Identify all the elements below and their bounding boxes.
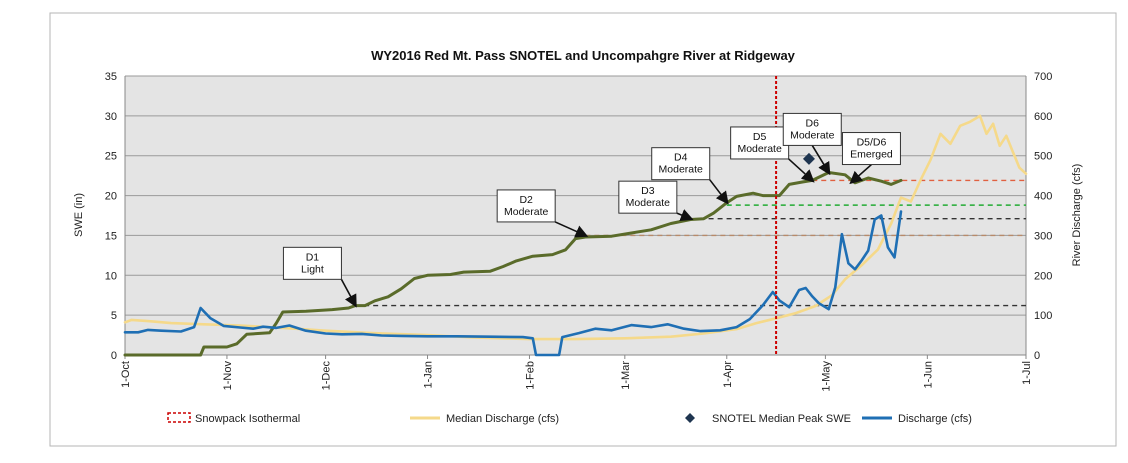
- median-peak-swe-marker: [802, 152, 815, 165]
- discharge-series-line: [123, 210, 903, 357]
- annotation-label: D5: [753, 131, 767, 143]
- annotation-label: Emerged: [850, 149, 893, 161]
- x-tick-label: 1-Nov: [222, 361, 234, 391]
- y-tick-label-right: 500: [1034, 151, 1052, 163]
- y-tick-label-left: 30: [105, 111, 117, 123]
- annotation-label: D6: [806, 117, 820, 129]
- annotation-label: D4: [674, 152, 688, 164]
- annotation-label: D3: [641, 185, 655, 197]
- x-tick-label: 1-Apr: [722, 361, 734, 388]
- legend-label: Median Discharge (cfs): [446, 413, 559, 425]
- y-tick-label-left: 10: [105, 270, 117, 282]
- x-tick-label: 1-Jul: [1021, 361, 1033, 385]
- chart-title: WY2016 Red Mt. Pass SNOTEL and Uncompahg…: [371, 48, 796, 63]
- annotation-label: Moderate: [737, 143, 782, 155]
- annotation-label: Moderate: [626, 197, 671, 209]
- median-discharge-series-line: [123, 114, 1028, 341]
- annotation-arrow: [788, 158, 815, 183]
- legend-label: Discharge (cfs): [898, 413, 972, 425]
- y-tick-label-left: 5: [111, 310, 117, 322]
- annotation-box: [282, 246, 342, 280]
- y-tick-label-left: 15: [105, 230, 117, 242]
- annotation-label: Moderate: [504, 206, 549, 218]
- y-tick-label-right: 200: [1034, 270, 1052, 282]
- y-tick-label-right: 600: [1034, 111, 1052, 123]
- x-tick-label: 1-Dec: [321, 361, 333, 391]
- y-axis-left-title: SWE (in): [73, 193, 85, 237]
- y-tick-label-right: 400: [1034, 191, 1052, 203]
- y-tick-label-right: 100: [1034, 310, 1052, 322]
- x-tick-label: 1-Jan: [423, 361, 435, 389]
- y-tick-label-right: 700: [1034, 71, 1052, 83]
- x-tick-label: 1-Mar: [620, 361, 632, 390]
- legend-swatch-isothermal: [167, 412, 191, 423]
- x-tick-label: 1-May: [820, 361, 832, 392]
- annotation-label: Light: [301, 263, 324, 275]
- x-tick-label: 1-Jun: [922, 361, 934, 389]
- annotation-arrow: [676, 209, 694, 222]
- y-tick-label-right: 300: [1034, 230, 1052, 242]
- y-tick-label-left: 35: [105, 71, 117, 83]
- y-tick-label-right: 0: [1034, 350, 1040, 362]
- annotation-box: [841, 132, 901, 166]
- swe-series-line: [123, 171, 903, 357]
- y-axis-right-title: River Discharge (cfs): [1071, 164, 1083, 267]
- annotation-label: D2: [519, 194, 533, 206]
- annotation-box: [651, 147, 711, 181]
- annotation-arrow: [849, 163, 872, 185]
- plot-area: 0 5 10 15 20 25 30 35 0 100 200 300 400 500 600 700 1-Oc…: [105, 71, 1053, 392]
- annotation-arrow: [554, 221, 589, 238]
- annotation-arrow: [811, 144, 831, 176]
- legend-swatch-median-peak: [685, 413, 695, 423]
- y-tick-label-left: 25: [105, 151, 117, 163]
- annotation-label: Moderate: [790, 129, 835, 141]
- annotation-label: D1: [306, 251, 320, 263]
- legend-label: Snowpack Isothermal: [195, 413, 300, 425]
- plot-background: [125, 76, 1026, 355]
- legend-label: SNOTEL Median Peak SWE: [712, 413, 851, 425]
- annotation-label: Moderate: [659, 164, 704, 176]
- annotation-arrow: [709, 179, 729, 205]
- x-tick-label: 1-Feb: [524, 361, 536, 390]
- annotation-box: [618, 180, 678, 214]
- annotation-arrow: [340, 278, 357, 308]
- y-tick-label-left: 0: [111, 350, 117, 362]
- annotation-box: [782, 112, 842, 146]
- annotation-label: D5/D6: [857, 137, 887, 149]
- annotation-box: [496, 189, 556, 223]
- y-tick-label-left: 20: [105, 191, 117, 203]
- x-tick-label: 1-Oct: [120, 361, 132, 388]
- legend: Snowpack Isothermal Median Discharge (cfs…: [167, 412, 972, 425]
